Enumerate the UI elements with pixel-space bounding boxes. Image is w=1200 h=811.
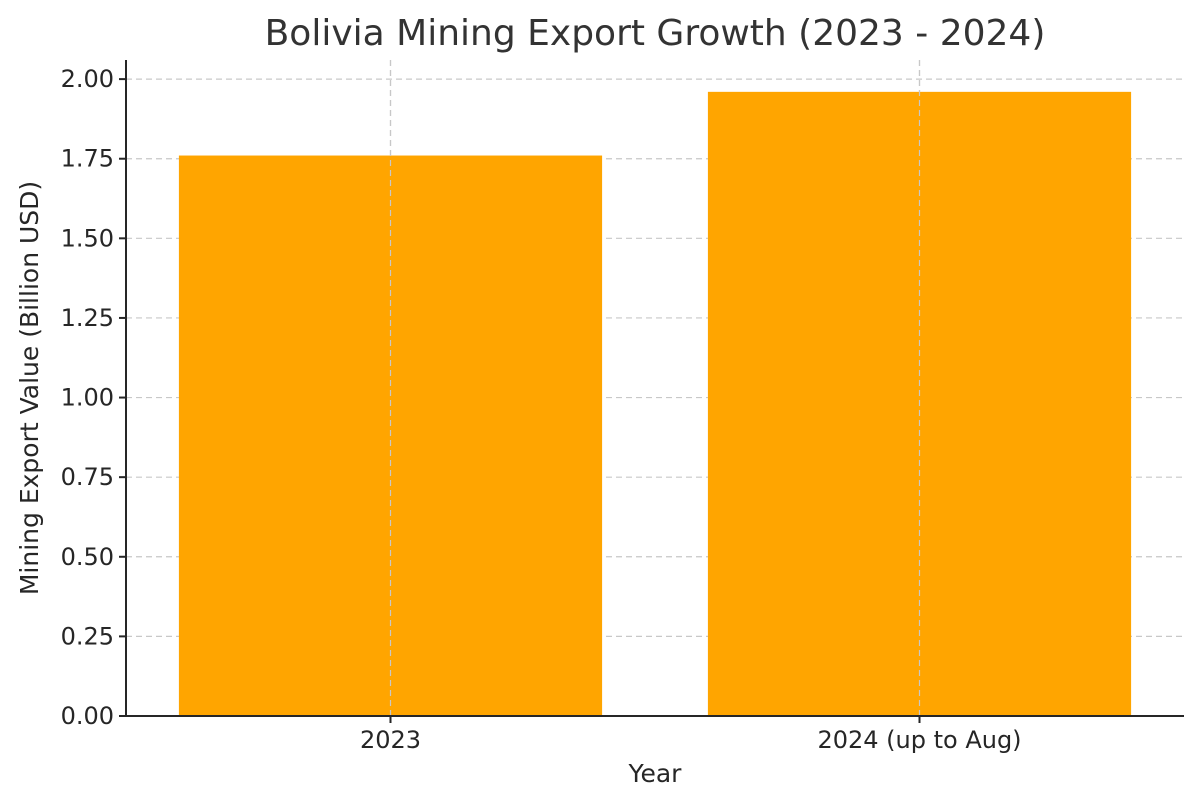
x-axis-label: Year <box>628 759 683 788</box>
axes <box>125 60 1184 717</box>
y-tick-label: 0.25 <box>61 622 114 650</box>
y-tick-label: 1.25 <box>61 304 114 332</box>
y-ticks: 0.00 0.25 0.50 0.75 1.00 1.25 1.50 1.75 2.00 <box>61 65 126 730</box>
y-tick-label: 0.50 <box>61 543 114 571</box>
x-tick-label: 2023 <box>360 726 421 754</box>
y-tick-label: 2.00 <box>61 65 114 93</box>
y-axis-label: Mining Export Value (Billion USD) <box>15 181 44 595</box>
y-tick-label: 1.00 <box>61 384 114 412</box>
y-tick-label: 0.75 <box>61 463 114 491</box>
y-tick-label: 1.50 <box>61 224 114 252</box>
bars <box>178 60 1132 716</box>
x-tick-label: 2024 (up to Aug) <box>817 726 1021 754</box>
x-ticks: 2023 2024 (up to Aug) <box>360 716 1022 754</box>
y-tick-label: 1.75 <box>61 145 114 173</box>
y-tick-label: 0.00 <box>61 702 114 730</box>
chart-title: Bolivia Mining Export Growth (2023 - 202… <box>265 13 1046 54</box>
